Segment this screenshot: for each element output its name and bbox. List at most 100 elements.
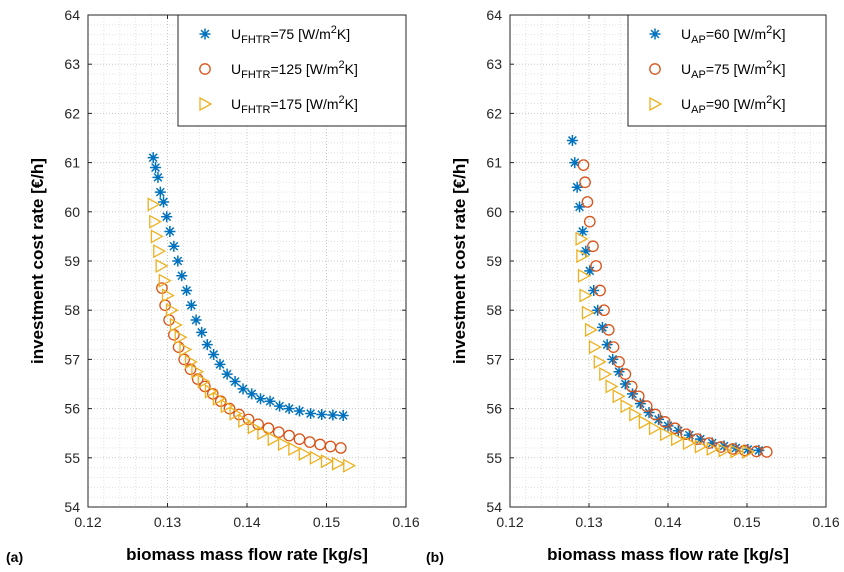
data-point bbox=[584, 322, 598, 337]
data-point bbox=[619, 378, 631, 390]
data-point bbox=[246, 388, 258, 400]
data-point bbox=[607, 341, 620, 353]
x-tick-label: 0.14 bbox=[233, 514, 260, 530]
y-tick-label: 57 bbox=[64, 351, 80, 367]
data-point bbox=[607, 353, 619, 365]
data-point bbox=[283, 403, 295, 415]
data-point bbox=[179, 342, 193, 357]
data-point bbox=[566, 134, 578, 146]
data-point bbox=[593, 354, 607, 369]
data-point bbox=[643, 407, 655, 419]
data-point bbox=[237, 383, 249, 395]
y-tick-label: 64 bbox=[64, 7, 80, 23]
legend-marker bbox=[199, 63, 211, 75]
legend-entry: UAP=90 [W/m2K] bbox=[681, 94, 785, 116]
series-2 bbox=[577, 159, 773, 458]
data-point bbox=[576, 248, 590, 264]
data-point bbox=[161, 211, 173, 223]
legend-entry: UFHTR=125 [W/m2K] bbox=[231, 59, 358, 81]
y-tick-label: 58 bbox=[64, 302, 80, 318]
data-point bbox=[659, 427, 673, 442]
data-point bbox=[158, 273, 172, 288]
data-point bbox=[742, 443, 754, 455]
data-point bbox=[581, 196, 594, 208]
y-tick-label: 55 bbox=[64, 450, 80, 466]
y-tick-label: 63 bbox=[64, 56, 80, 72]
data-point bbox=[599, 367, 613, 382]
legend-box bbox=[627, 14, 827, 127]
legend-box bbox=[177, 14, 407, 127]
data-point bbox=[691, 433, 704, 445]
data-point bbox=[174, 330, 188, 345]
x-axis-label: biomass mass flow rate [kg/s] bbox=[547, 545, 789, 564]
data-point bbox=[184, 363, 197, 376]
y-tick-label: 64 bbox=[486, 7, 502, 23]
data-point bbox=[706, 437, 718, 449]
data-point bbox=[588, 340, 602, 355]
data-point bbox=[601, 339, 613, 351]
data-point bbox=[176, 270, 188, 282]
data-point bbox=[293, 405, 305, 417]
data-point bbox=[327, 409, 339, 421]
data-point bbox=[672, 425, 684, 437]
data-point bbox=[640, 400, 653, 412]
data-point bbox=[579, 176, 591, 189]
data-point bbox=[648, 421, 662, 436]
data-point bbox=[584, 265, 596, 277]
legend-entry: UFHTR=75 [W/m2K] bbox=[231, 24, 350, 46]
data-point bbox=[694, 433, 706, 445]
data-point bbox=[343, 458, 357, 473]
legend-entry: UFHTR=175 [W/m2K] bbox=[231, 94, 358, 116]
panel-label: (a) bbox=[6, 549, 23, 565]
data-point bbox=[197, 374, 211, 389]
y-tick-label: 54 bbox=[64, 499, 80, 515]
x-tick-label: 0.13 bbox=[154, 514, 181, 530]
data-point bbox=[626, 388, 638, 400]
data-point bbox=[204, 384, 218, 399]
y-tick-label: 58 bbox=[486, 302, 502, 318]
x-tick-label: 0.15 bbox=[733, 514, 760, 530]
data-point bbox=[718, 440, 730, 452]
data-point bbox=[165, 303, 179, 318]
y-tick-label: 55 bbox=[486, 450, 502, 466]
data-point bbox=[220, 399, 234, 414]
legend-marker bbox=[649, 28, 661, 40]
data-point bbox=[208, 348, 220, 360]
data-point bbox=[583, 215, 596, 228]
data-point bbox=[264, 395, 276, 407]
data-point bbox=[257, 426, 271, 441]
data-point bbox=[632, 390, 645, 403]
data-point bbox=[694, 439, 708, 454]
x-tick-label: 0.13 bbox=[575, 514, 602, 530]
data-point bbox=[669, 422, 681, 435]
data-point bbox=[620, 399, 634, 414]
data-point bbox=[683, 429, 695, 441]
data-point bbox=[283, 429, 295, 442]
data-point bbox=[168, 240, 180, 252]
data-point bbox=[293, 433, 306, 445]
x-tick-label: 0.14 bbox=[654, 514, 681, 530]
data-point bbox=[334, 442, 347, 454]
panel-b: 0.12 0.13 0.14 0.15 0.16 54 55 56 57 58 59 60 61 62 63… bbox=[426, 7, 840, 565]
x-tick-label: 0.16 bbox=[812, 514, 839, 530]
data-point bbox=[274, 400, 286, 412]
x-tick-label: 0.15 bbox=[313, 514, 340, 530]
data-point bbox=[150, 162, 162, 174]
data-point bbox=[185, 299, 197, 311]
panel-label: (b) bbox=[426, 549, 444, 565]
data-point bbox=[238, 413, 252, 428]
data-point bbox=[625, 380, 638, 393]
data-point bbox=[592, 304, 604, 316]
data-point bbox=[247, 420, 261, 435]
data-point bbox=[671, 432, 685, 447]
legend-marker bbox=[199, 28, 211, 40]
data-point bbox=[184, 354, 198, 369]
data-point bbox=[150, 229, 164, 244]
panel-a: 0.12 0.13 0.14 0.15 0.16 54 55 56 57 58 59 60 61 62 63… bbox=[6, 7, 420, 565]
data-point bbox=[178, 353, 191, 366]
legend-marker bbox=[649, 96, 663, 112]
y-tick-label: 62 bbox=[64, 105, 80, 121]
data-point bbox=[680, 428, 693, 441]
data-point bbox=[161, 288, 175, 303]
